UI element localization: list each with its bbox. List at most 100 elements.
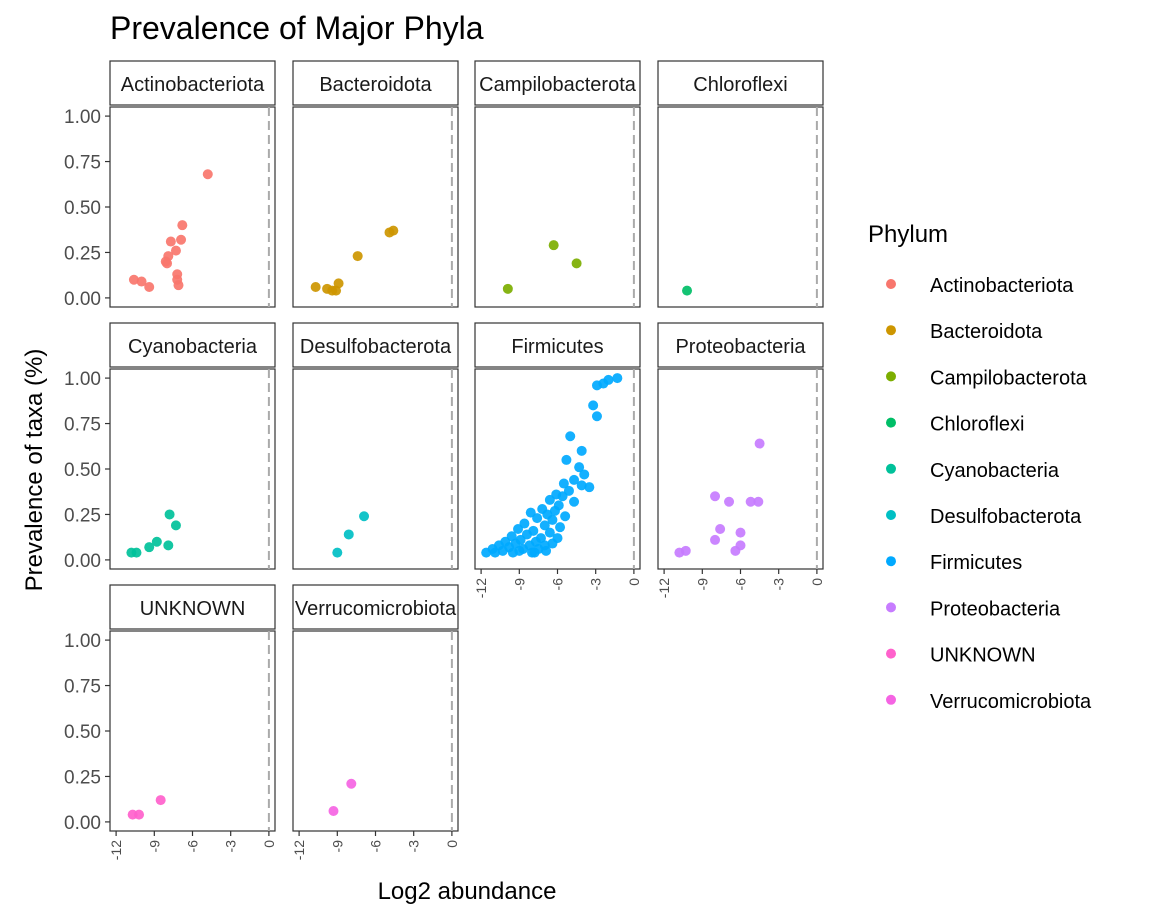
x-tick-label: -12	[291, 840, 307, 860]
legend-label: Campilobacterota	[930, 367, 1088, 389]
data-point-desulfobacterota	[359, 511, 370, 522]
data-point-firmicutes	[497, 545, 508, 556]
x-tick-label: -9	[511, 578, 527, 591]
data-point-bacteroidota	[331, 285, 342, 296]
data-point-actinobacteriota	[202, 169, 213, 180]
data-point-proteobacteria	[745, 496, 756, 507]
y-tick-label: 0.00	[64, 813, 101, 834]
x-tick-label: -6	[550, 578, 566, 591]
facet-label-unknown: UNKNOWN	[140, 598, 246, 620]
data-point-firmicutes	[584, 482, 595, 493]
x-tick-label: -12	[473, 578, 489, 598]
data-point-proteobacteria	[730, 545, 741, 556]
data-point-cyanobacteria	[151, 536, 162, 547]
data-point-proteobacteria	[735, 527, 746, 538]
facet-panel-campilobacterota	[474, 106, 641, 308]
data-point-firmicutes	[544, 494, 555, 505]
legend-key-chloroflexi	[886, 417, 896, 428]
data-point-firmicutes	[612, 373, 623, 384]
legend-label: Verrucomicrobiota	[930, 691, 1092, 713]
data-point-firmicutes	[569, 496, 580, 507]
x-tick-label: -3	[771, 578, 787, 591]
data-point-firmicutes	[549, 505, 560, 516]
legend-label: Cyanobacteria	[930, 460, 1060, 482]
y-tick-label: 1.00	[64, 631, 101, 652]
data-point-firmicutes	[569, 474, 580, 485]
x-tick-label: -12	[656, 578, 672, 598]
data-point-actinobacteriota	[162, 258, 173, 269]
data-point-desulfobacterota	[332, 547, 343, 558]
x-tick-label: 0	[261, 840, 277, 848]
data-point-bacteroidota	[310, 282, 321, 292]
data-point-unknown	[155, 795, 166, 806]
y-tick-label: 0.00	[64, 551, 101, 572]
facet-label-campilobacterota: Campilobacterota	[479, 74, 637, 96]
data-point-proteobacteria	[710, 491, 721, 502]
y-tick-label: 0.25	[64, 505, 101, 526]
data-point-desulfobacterota	[343, 529, 354, 540]
legend-label: Actinobacteriota	[930, 275, 1074, 297]
data-point-cyanobacteria	[170, 520, 181, 531]
data-point-firmicutes	[561, 454, 572, 465]
facet-panel-unknown	[109, 630, 276, 832]
facet-label-bacteroidota: Bacteroidota	[319, 74, 432, 96]
facet-panel-cyanobacteria	[109, 368, 276, 570]
legend-key-proteobacteria	[886, 602, 896, 613]
y-tick-label: 0.75	[64, 677, 101, 698]
data-point-firmicutes	[547, 538, 558, 549]
legend-label: Bacteroidota	[930, 321, 1043, 343]
legend-key-firmicutes	[886, 556, 896, 567]
x-tick-label: 0	[444, 840, 460, 848]
facet-strip-unknown	[109, 584, 276, 630]
y-tick-label: 0.75	[64, 153, 101, 174]
y-tick-label: 1.00	[64, 369, 101, 390]
x-tick-label: -6	[368, 840, 384, 853]
facet-panel-proteobacteria	[657, 368, 824, 570]
data-point-firmicutes	[555, 522, 566, 533]
data-point-firmicutes	[574, 462, 585, 473]
legend-key-bacteroidota	[886, 325, 896, 336]
data-point-bacteroidota	[352, 251, 363, 262]
y-tick-label: 0.25	[64, 767, 101, 788]
facet-strip-firmicutes	[474, 322, 641, 368]
facet-panel-desulfobacterota	[292, 368, 459, 570]
legend-label: Proteobacteria	[930, 598, 1061, 620]
data-point-proteobacteria	[710, 534, 721, 545]
x-tick-label: -6	[733, 578, 749, 591]
data-point-firmicutes	[547, 514, 558, 525]
data-point-firmicutes	[560, 511, 571, 522]
data-point-firmicutes	[507, 547, 518, 558]
data-point-actinobacteriota	[165, 236, 176, 247]
data-point-proteobacteria	[754, 438, 765, 449]
legend-label: Firmicutes	[930, 552, 1022, 574]
facet-strip-campilobacterota	[474, 60, 641, 106]
data-point-firmicutes	[588, 400, 599, 411]
facet-label-cyanobacteria: Cyanobacteria	[128, 336, 258, 358]
x-tick-label: -3	[588, 578, 604, 591]
legend-label: Desulfobacterota	[930, 506, 1082, 528]
data-point-actinobacteriota	[177, 220, 188, 231]
data-point-firmicutes	[513, 524, 524, 534]
legend-key-unknown	[886, 648, 896, 659]
y-tick-label: 0.75	[64, 415, 101, 436]
data-point-actinobacteriota	[170, 245, 181, 256]
data-point-actinobacteriota	[144, 282, 155, 292]
facet-label-desulfobacterota: Desulfobacterota	[300, 336, 452, 358]
legend-key-verrucomicrobiota	[886, 694, 896, 705]
facet-panel-verrucomicrobiota	[292, 630, 459, 832]
x-tick-label: -9	[329, 840, 345, 853]
x-tick-label: -12	[108, 840, 124, 860]
data-point-firmicutes	[490, 547, 501, 558]
data-point-actinobacteriota	[128, 274, 139, 285]
data-point-firmicutes	[565, 431, 576, 442]
data-point-cyanobacteria	[163, 540, 174, 551]
facet-panel-chloroflexi	[657, 106, 824, 308]
legend-key-desulfobacterota	[886, 510, 896, 520]
y-tick-label: 0.50	[64, 722, 101, 743]
data-point-campilobacterota	[548, 240, 559, 251]
data-point-verrucomicrobiota	[328, 806, 339, 816]
data-point-proteobacteria	[674, 547, 685, 558]
data-point-campilobacterota	[571, 258, 582, 269]
data-point-actinobacteriota	[173, 280, 184, 291]
facet-label-proteobacteria: Proteobacteria	[675, 336, 806, 358]
